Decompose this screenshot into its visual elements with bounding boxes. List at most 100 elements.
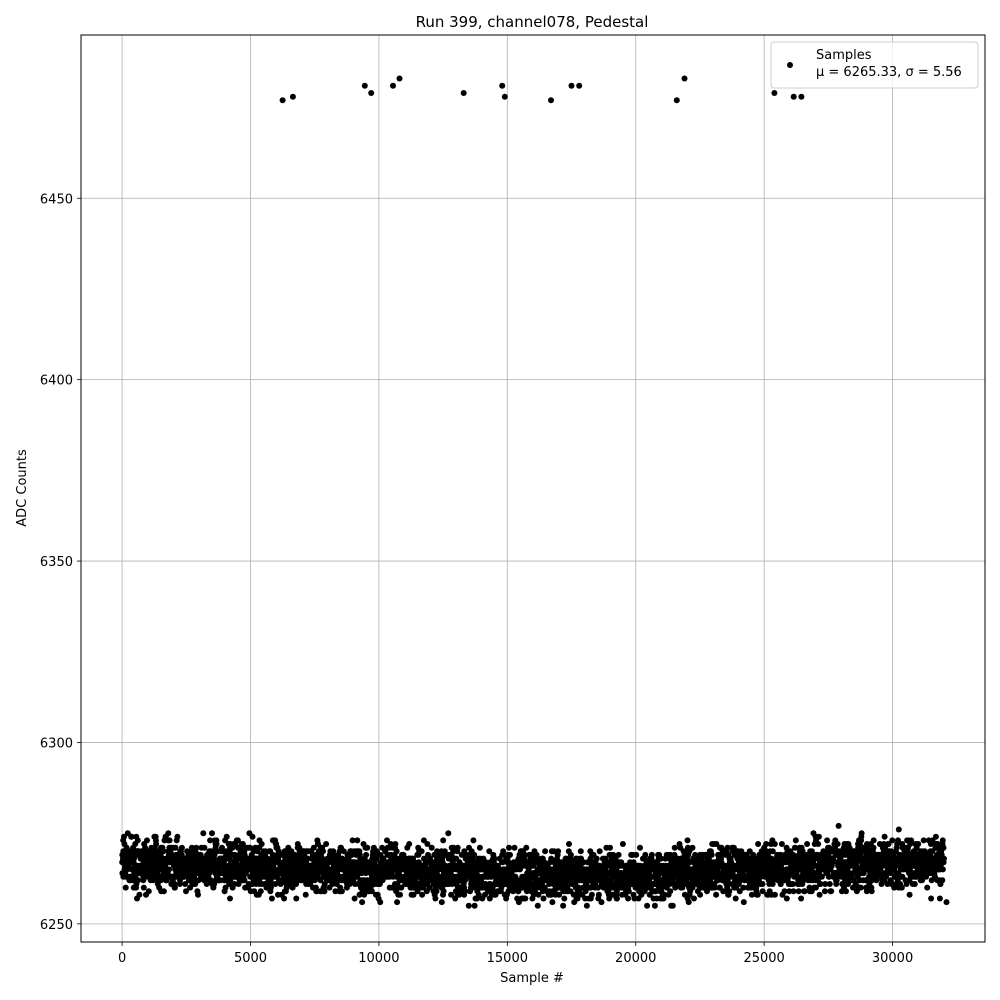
sample-point: [857, 884, 864, 891]
sample-point: [631, 895, 638, 902]
sample-point: [534, 902, 541, 909]
sample-point: [377, 899, 384, 906]
sample-point: [393, 848, 400, 855]
sample-point: [302, 891, 309, 898]
sample-point: [614, 895, 620, 902]
sample-point: [410, 891, 417, 898]
outlier-point: [209, 830, 215, 837]
sample-point: [713, 841, 720, 847]
sample-point: [166, 866, 173, 873]
legend: Samples μ = 6265.33, σ = 5.56: [770, 41, 979, 89]
x-axis-label: Sample #: [500, 971, 564, 986]
sample-point: [471, 902, 478, 909]
sample-point: [939, 877, 946, 884]
sample-point: [911, 881, 918, 887]
sample-point: [471, 851, 478, 858]
sample-point: [310, 844, 317, 851]
legend-stats: μ = 6265.33, σ = 5.56: [816, 65, 962, 80]
y-tick-label: 6300: [40, 736, 73, 751]
sample-point: [476, 844, 483, 851]
sample-point: [144, 837, 150, 844]
sample-point: [588, 891, 595, 898]
x-tick-label: 10000: [358, 951, 399, 966]
outlier-point: [681, 75, 688, 82]
sample-point: [637, 844, 643, 851]
sample-point: [928, 895, 935, 902]
chart-title: Run 399, channel078, Pedestal: [416, 13, 649, 31]
x-tick-label: 15000: [487, 951, 528, 966]
sample-point: [940, 844, 947, 851]
sample-point: [889, 837, 896, 844]
sample-point: [178, 844, 185, 851]
sample-point: [394, 899, 401, 906]
sample-point: [915, 841, 922, 847]
sample-point: [593, 855, 600, 862]
sample-point: [826, 873, 833, 880]
sample-point: [708, 851, 715, 858]
sample-point: [556, 891, 563, 898]
sample-point: [462, 888, 469, 895]
sample-point: [428, 844, 435, 851]
sample-point: [691, 895, 697, 902]
sample-point: [755, 841, 762, 847]
sample-point: [507, 851, 513, 858]
sample-point: [754, 891, 761, 898]
sample-point: [454, 844, 461, 851]
sample-point: [172, 844, 179, 851]
sample-point: [207, 837, 214, 844]
y-tick-label: 6250: [40, 918, 73, 933]
sample-point: [740, 884, 747, 891]
sample-point: [941, 855, 947, 862]
sample-point: [486, 848, 493, 855]
sample-point: [560, 902, 567, 909]
x-tick-label: 30000: [872, 951, 913, 966]
sample-point: [160, 848, 167, 855]
sample-point: [195, 891, 201, 898]
sample-point: [406, 841, 413, 847]
outlier-point: [460, 90, 467, 96]
sample-point: [669, 902, 676, 909]
sample-point: [134, 837, 141, 844]
outlier-point: [790, 93, 797, 100]
sample-point: [121, 833, 127, 840]
sample-point: [351, 895, 358, 902]
sample-point: [939, 837, 946, 844]
axis-ticks: 0 5000 10000 15000 20000 25000 30000 6250 6300 63…: [40, 192, 913, 966]
outlier-point: [445, 830, 452, 837]
sample-point: [795, 888, 802, 895]
sample-point: [359, 899, 366, 906]
outlier-point: [568, 82, 575, 89]
sample-point: [799, 848, 806, 855]
sample-point: [816, 891, 823, 898]
sample-point: [363, 851, 370, 858]
sample-point: [440, 837, 447, 844]
sample-point: [619, 841, 626, 847]
sample-point: [330, 848, 337, 855]
sample-point: [549, 899, 556, 906]
sample-point: [932, 833, 939, 840]
outlier-point: [798, 93, 805, 100]
sample-point: [667, 888, 674, 895]
sample-point: [523, 844, 530, 851]
sample-point: [128, 833, 135, 840]
sample-point: [881, 833, 888, 840]
outlier-point: [438, 899, 445, 906]
outlier-point: [465, 902, 472, 909]
sample-point: [166, 837, 173, 844]
sample-point: [321, 888, 328, 895]
sample-point: [160, 888, 167, 895]
sample-point: [790, 888, 797, 895]
outlier-point: [943, 899, 950, 906]
sample-point: [625, 888, 632, 895]
sample-point: [726, 888, 733, 895]
x-tick-label: 25000: [743, 951, 784, 966]
sample-point: [657, 855, 664, 862]
sample-point: [771, 891, 778, 898]
sample-point: [713, 891, 720, 898]
sample-point: [924, 884, 931, 891]
sample-point: [778, 841, 785, 847]
outlier-point: [390, 82, 396, 89]
sample-point: [153, 841, 160, 847]
sample-point: [623, 862, 630, 869]
